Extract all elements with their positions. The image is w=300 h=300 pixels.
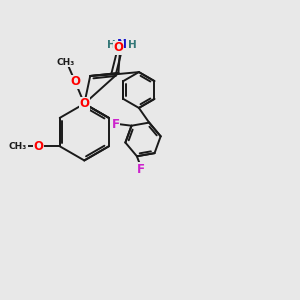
Text: F: F xyxy=(136,163,145,176)
Text: CH₃: CH₃ xyxy=(56,58,75,67)
Text: O: O xyxy=(70,75,80,88)
Text: H: H xyxy=(128,40,137,50)
Text: O: O xyxy=(79,97,89,110)
Text: N: N xyxy=(116,38,126,51)
Text: H: H xyxy=(107,40,116,50)
Text: O: O xyxy=(114,41,124,54)
Text: O: O xyxy=(33,140,43,153)
Text: F: F xyxy=(111,118,119,131)
Text: CH₃: CH₃ xyxy=(9,142,27,151)
